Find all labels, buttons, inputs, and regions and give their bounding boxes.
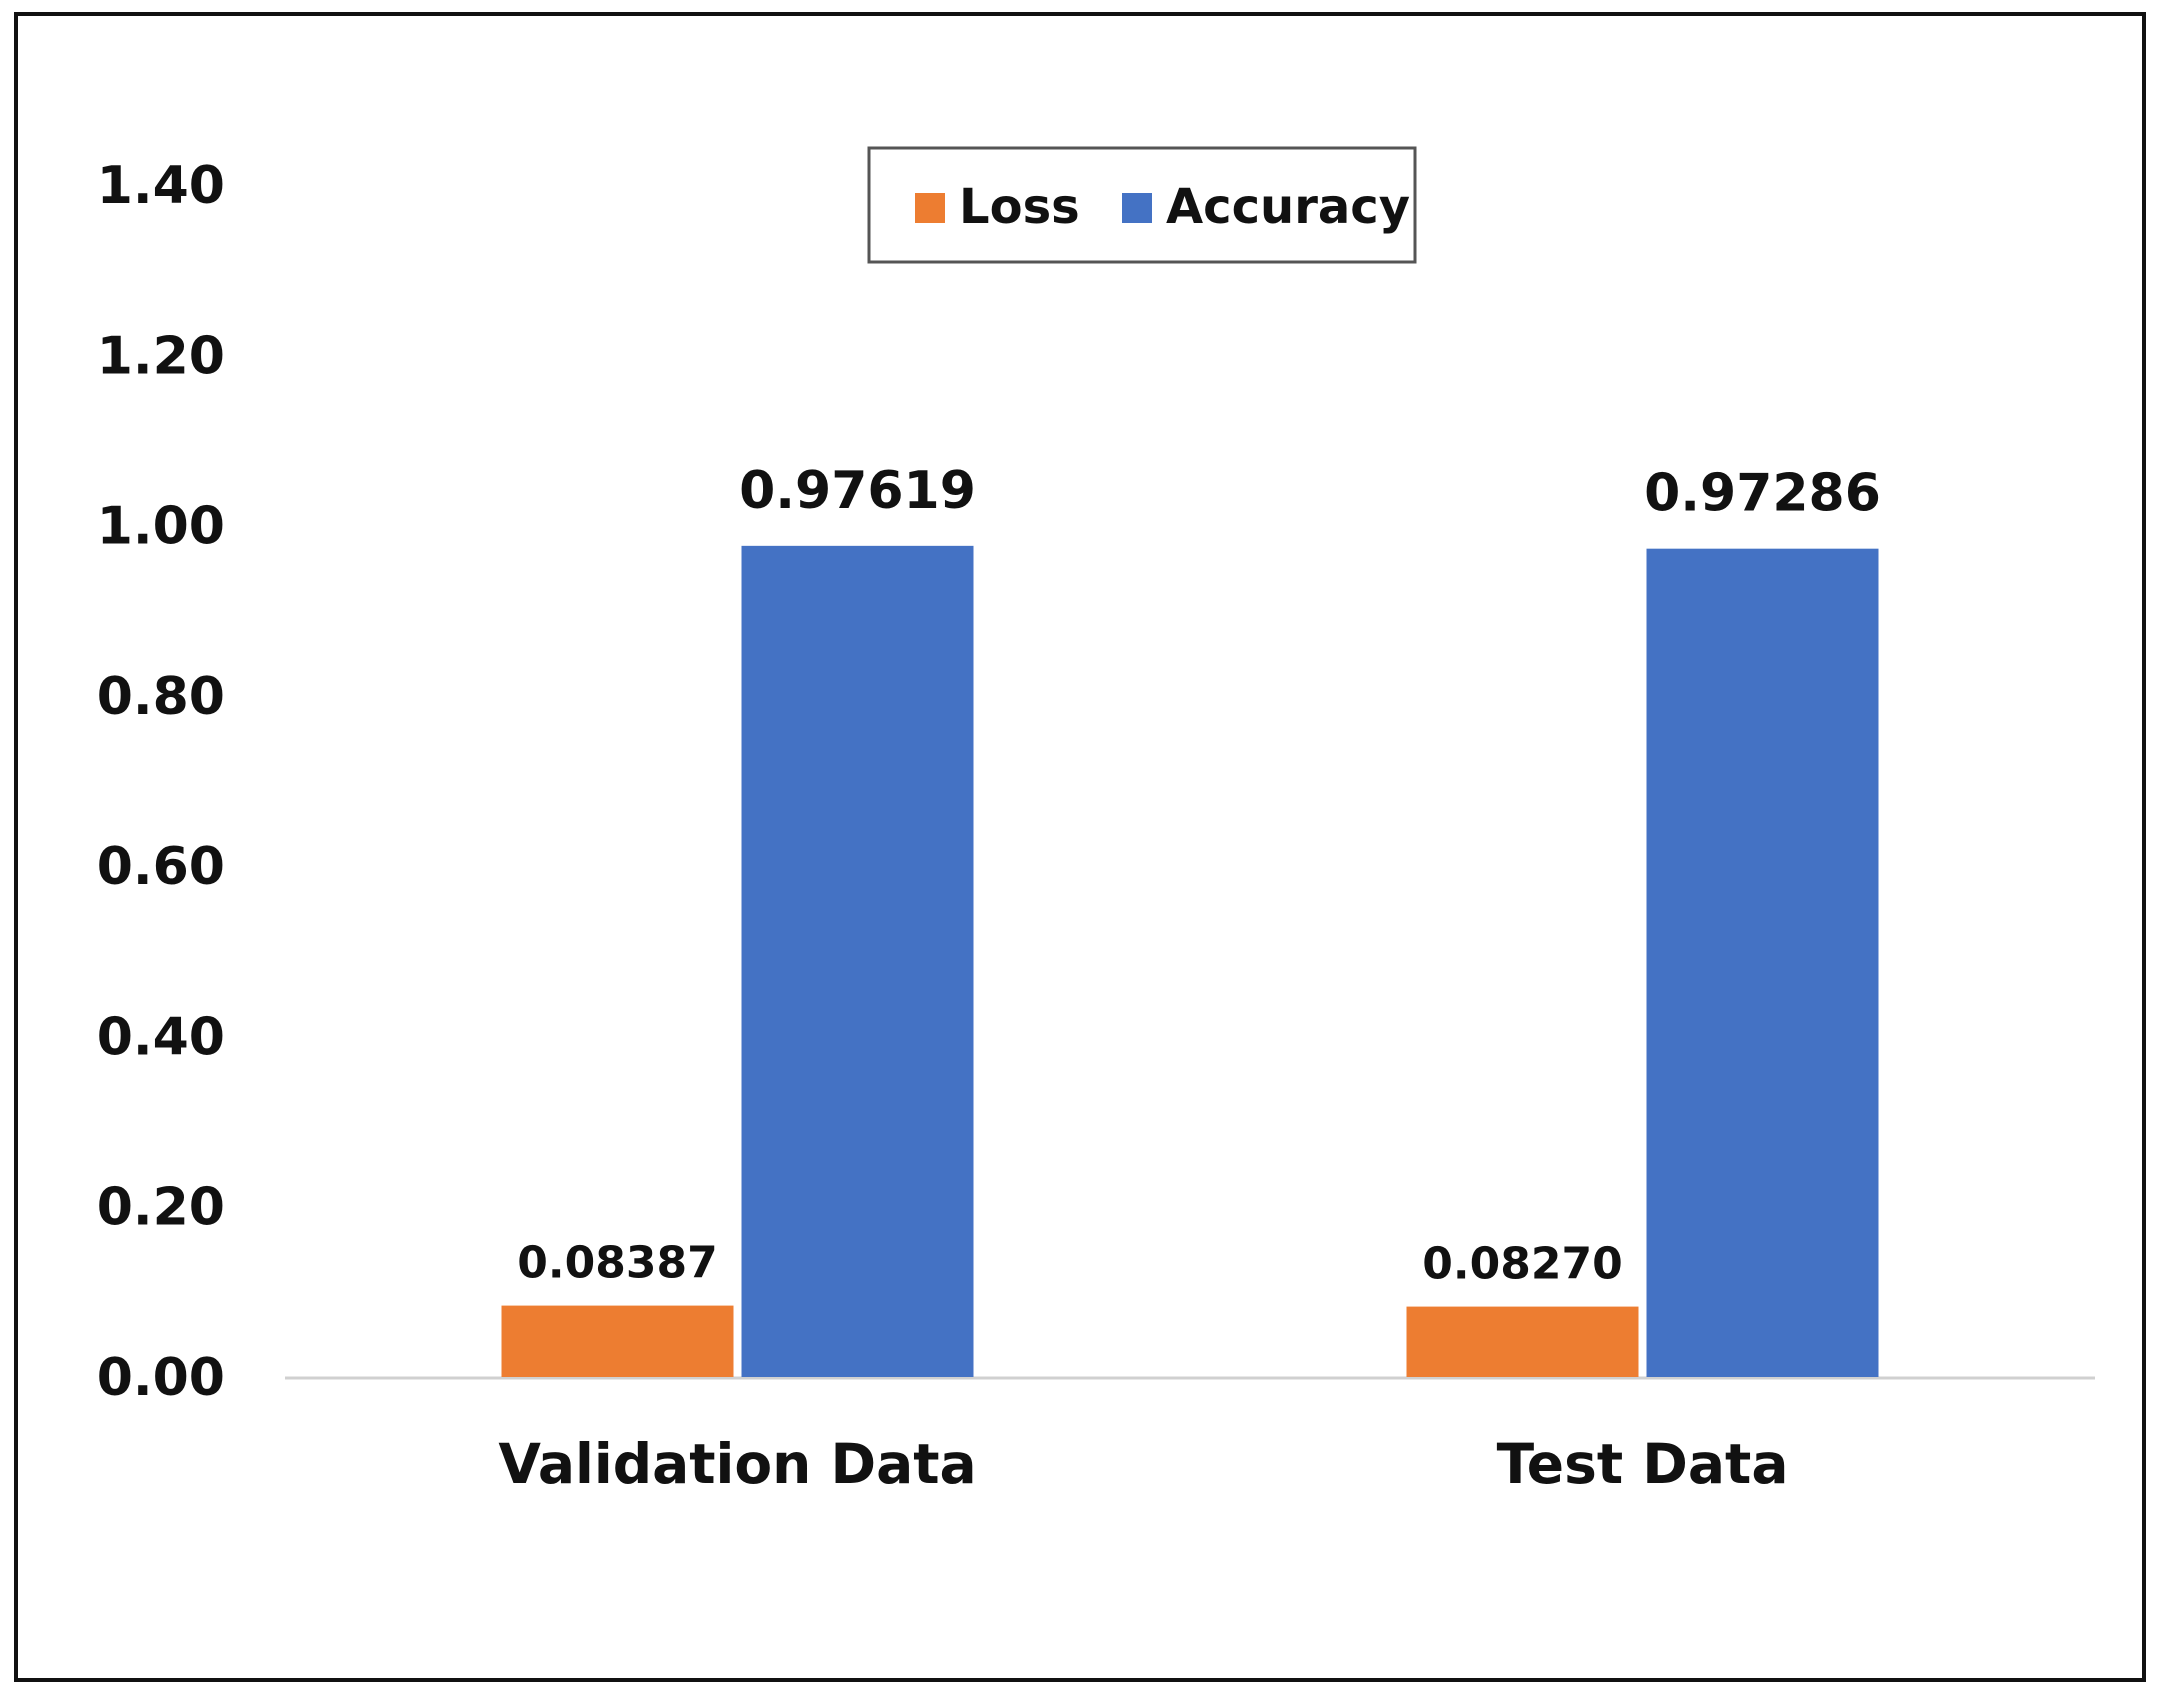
bars <box>501 545 1879 1377</box>
y-tick-label: 0.00 <box>97 1348 225 1408</box>
data-label: 0.97619 <box>739 461 976 521</box>
y-tick-label: 0.60 <box>97 837 225 897</box>
x-category-label: Test Data <box>1497 1432 1789 1496</box>
x-category-label: Validation Data <box>498 1432 976 1496</box>
bar-accuracy-test-data <box>1646 548 1879 1377</box>
legend-label-loss: Loss <box>959 179 1080 235</box>
y-tick-label: 1.20 <box>97 326 225 386</box>
legend-label-accuracy: Accuracy <box>1166 179 1410 235</box>
data-labels: 0.08387 0.97619 0.08270 0.97286 <box>517 461 1881 1290</box>
data-label: 0.08387 <box>517 1238 717 1289</box>
y-tick-label: 1.40 <box>97 156 225 216</box>
legend-swatch-loss <box>915 193 945 223</box>
bar-accuracy-validation-data <box>741 545 974 1377</box>
y-tick-label: 0.80 <box>97 667 225 727</box>
legend-swatch-accuracy <box>1122 193 1152 223</box>
y-tick-label: 0.40 <box>97 1007 225 1067</box>
bar-loss-test-data <box>1406 1306 1639 1377</box>
y-tick-label: 0.20 <box>97 1178 225 1238</box>
bar-loss-validation-data <box>501 1305 734 1377</box>
data-label: 0.97286 <box>1644 464 1881 524</box>
y-axis-ticks: 0.00 0.20 0.40 0.60 0.80 1.00 1.20 1.40 <box>97 156 225 1408</box>
legend: Loss Accuracy <box>867 146 1417 264</box>
y-tick-label: 1.00 <box>97 497 225 557</box>
category-labels: Validation Data Test Data <box>498 1432 1788 1496</box>
data-label: 0.08270 <box>1422 1239 1622 1290</box>
